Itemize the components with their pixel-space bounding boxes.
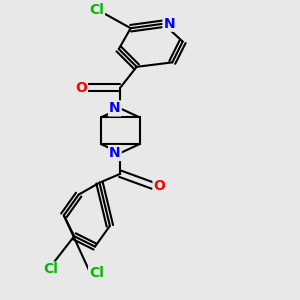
Text: Cl: Cl bbox=[89, 266, 104, 280]
Text: O: O bbox=[154, 179, 165, 193]
Text: N: N bbox=[109, 101, 121, 116]
Text: O: O bbox=[75, 81, 87, 94]
Text: Cl: Cl bbox=[89, 3, 104, 17]
Text: N: N bbox=[164, 17, 175, 31]
Text: Cl: Cl bbox=[43, 262, 58, 277]
Text: N: N bbox=[109, 146, 121, 160]
